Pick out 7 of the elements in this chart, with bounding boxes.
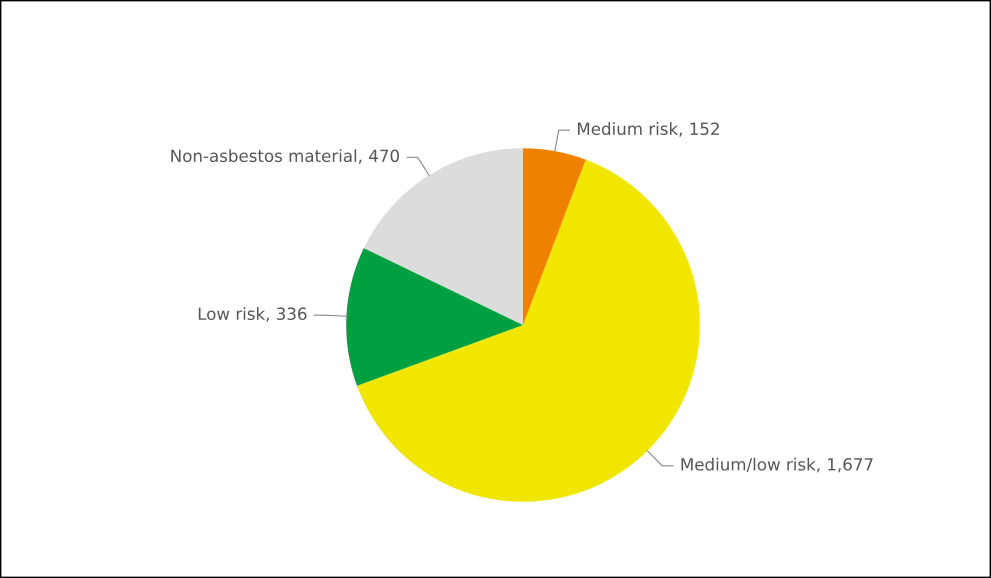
slice-label: Non-asbestos material, 470 (171, 149, 399, 164)
slice-label: Medium risk, 152 (578, 122, 719, 137)
slice-label: Medium/low risk, 1,677 (682, 458, 873, 472)
pie-slice (364, 148, 523, 325)
pie-slice (346, 248, 523, 386)
slice-label: Low risk, 336 (198, 307, 306, 322)
pie-slice (523, 148, 586, 325)
